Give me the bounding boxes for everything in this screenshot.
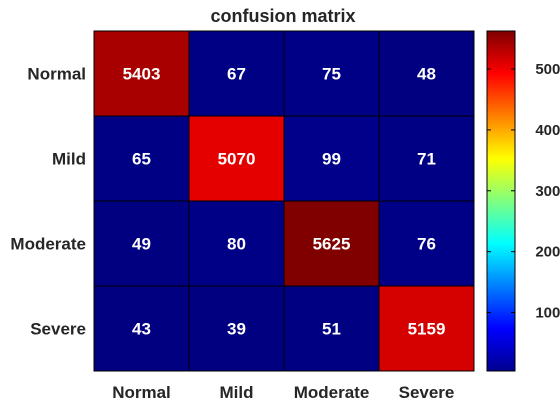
- x-tick-label: Normal: [112, 383, 171, 402]
- cell-value-2-3: 76: [417, 235, 436, 254]
- cell-value-1-3: 71: [417, 150, 436, 169]
- y-tick-label: Normal: [27, 65, 86, 84]
- cell-value-2-2: 5625: [313, 235, 351, 254]
- cell-value-0-0: 5403: [123, 65, 161, 84]
- y-tick-label: Mild: [52, 150, 86, 169]
- colorbar-tick-label: 2000: [535, 244, 560, 261]
- cell-value-3-0: 43: [132, 320, 151, 339]
- x-tick-label: Severe: [399, 383, 455, 402]
- x-tick-label: Mild: [220, 383, 254, 402]
- cell-value-3-1: 39: [227, 320, 246, 339]
- cell-value-0-1: 67: [227, 65, 246, 84]
- cell-value-0-2: 75: [322, 65, 341, 84]
- colorbar: 1000 2000 3000 4000 5000: [486, 30, 560, 372]
- y-tick-label: Severe: [30, 320, 86, 339]
- cell-3-3: [378, 285, 475, 372]
- cell-value-1-0: 65: [132, 150, 151, 169]
- colorbar-gradient: [486, 30, 516, 372]
- cell-0-1: [188, 30, 285, 117]
- colorbar-tick-label: 5000: [535, 61, 560, 78]
- cell-value-2-0: 49: [132, 235, 151, 254]
- cell-value-3-3: 5159: [408, 320, 446, 339]
- cell-0-3: [378, 30, 475, 117]
- colorbar-tick-label: 4000: [535, 122, 560, 139]
- cell-3-1: [188, 285, 285, 372]
- cell-value-3-2: 51: [322, 320, 341, 339]
- cell-0-0: [93, 30, 190, 117]
- colorbar-tick-label: 1000: [535, 305, 560, 322]
- cell-1-1: [188, 115, 285, 202]
- cell-1-3: [378, 115, 475, 202]
- colorbar-tick-label: 3000: [535, 183, 560, 200]
- cell-2-3: [378, 200, 475, 287]
- cell-3-2: [283, 285, 380, 372]
- y-tick-label: Moderate: [10, 235, 86, 254]
- x-tick-label: Moderate: [294, 383, 370, 402]
- y-axis-tick-labels: Normal Mild Moderate Severe: [10, 65, 86, 339]
- cell-value-1-2: 99: [322, 150, 341, 169]
- x-axis-tick-labels: Normal Mild Moderate Severe: [112, 383, 454, 402]
- cell-2-1: [188, 200, 285, 287]
- cell-1-0: [93, 115, 190, 202]
- matrix: 5403 67 75 48 65 5070 99 71 49 80 5625 76 43 39 51 5159: [93, 30, 475, 372]
- cell-3-0: [93, 285, 190, 372]
- cell-value-1-1: 5070: [218, 150, 256, 169]
- chart-title: confusion matrix: [210, 6, 355, 26]
- cell-value-0-3: 48: [417, 65, 436, 84]
- cell-value-2-1: 80: [227, 235, 246, 254]
